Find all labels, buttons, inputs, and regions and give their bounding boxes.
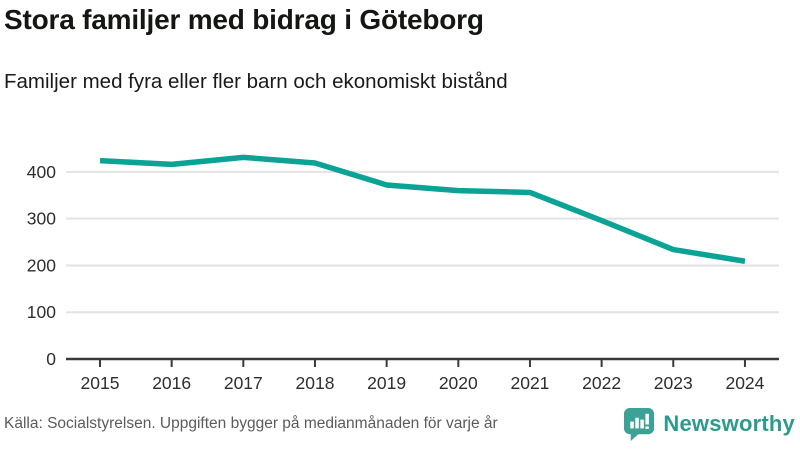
- svg-text:2019: 2019: [367, 373, 406, 393]
- newsworthy-wordmark: Newsworthy: [663, 411, 795, 436]
- svg-text:2023: 2023: [654, 373, 693, 393]
- svg-text:2016: 2016: [152, 373, 191, 393]
- svg-text:2017: 2017: [224, 373, 263, 393]
- chart-subtitle: Familjer med fyra eller fler barn och ek…: [4, 70, 508, 93]
- svg-text:0: 0: [46, 349, 56, 369]
- svg-text:2021: 2021: [510, 373, 549, 393]
- bar-chart-speech-bubble-icon: [624, 407, 655, 441]
- svg-text:2024: 2024: [725, 373, 764, 393]
- svg-text:300: 300: [27, 209, 56, 229]
- line-chart: 2015 2016 2017 2018 2019 2020 2021 2022 2023 2024…: [27, 154, 779, 393]
- svg-text:2020: 2020: [439, 373, 478, 393]
- svg-text:400: 400: [27, 162, 56, 182]
- svg-text:100: 100: [27, 302, 56, 322]
- svg-text:2018: 2018: [296, 373, 335, 393]
- svg-text:200: 200: [27, 255, 56, 275]
- svg-text:2015: 2015: [81, 373, 120, 393]
- page-title: Stora familjer med bidrag i Göteborg: [4, 4, 484, 35]
- newsworthy-logo[interactable]: Newsworthy: [623, 407, 795, 442]
- source-note: Källa: Socialstyrelsen. Uppgiften bygger…: [4, 415, 498, 432]
- svg-text:2022: 2022: [582, 373, 621, 393]
- footer: Källa: Socialstyrelsen. Uppgiften bygger…: [0, 404, 800, 450]
